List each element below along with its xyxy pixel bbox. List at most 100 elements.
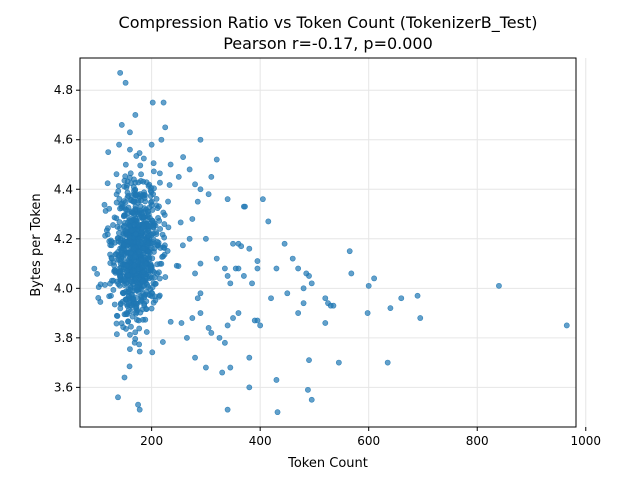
data-point	[124, 272, 131, 278]
data-point	[123, 262, 130, 269]
data-point	[113, 331, 120, 338]
data-point	[126, 234, 133, 241]
data-point	[127, 146, 133, 153]
data-point	[127, 218, 134, 225]
data-point	[157, 226, 164, 232]
data-point	[300, 300, 307, 307]
data-point	[242, 203, 248, 210]
data-point	[91, 265, 98, 272]
data-point	[246, 354, 253, 361]
data-point	[140, 269, 147, 276]
data-point	[136, 325, 143, 332]
data-point	[140, 245, 147, 252]
data-point	[138, 171, 144, 178]
data-point	[156, 203, 162, 210]
data-point	[131, 267, 138, 274]
data-point	[122, 206, 129, 213]
data-point	[177, 219, 184, 226]
data-point	[259, 196, 266, 203]
data-point	[257, 322, 264, 329]
data-point	[115, 183, 122, 189]
data-point	[128, 227, 135, 234]
plot-area	[79, 57, 577, 428]
data-point	[414, 292, 421, 299]
data-point	[306, 273, 312, 279]
data-point	[157, 179, 163, 186]
y-tick-label: 4.4	[54, 182, 73, 196]
data-point	[151, 185, 157, 192]
data-point	[133, 153, 140, 159]
data-point	[322, 320, 329, 326]
data-point	[364, 310, 371, 316]
data-point	[162, 274, 169, 280]
data-point	[141, 302, 148, 309]
data-point	[166, 182, 173, 188]
data-point	[161, 234, 168, 241]
data-point	[158, 136, 165, 143]
data-point	[141, 293, 147, 299]
data-point	[227, 280, 234, 287]
data-point	[227, 364, 234, 371]
data-point	[208, 173, 215, 180]
data-point	[108, 237, 114, 244]
data-point	[208, 329, 215, 336]
data-point	[95, 284, 102, 290]
data-point	[121, 177, 128, 184]
data-point	[148, 305, 155, 312]
data-point	[295, 310, 302, 316]
data-point	[137, 191, 144, 197]
data-point	[133, 284, 140, 290]
x-tick-label: 200	[140, 434, 163, 448]
data-point	[153, 195, 160, 202]
data-point	[149, 255, 156, 262]
data-point	[113, 171, 120, 178]
data-point	[149, 99, 156, 106]
data-point	[235, 310, 242, 316]
data-point	[134, 316, 140, 323]
data-point	[417, 315, 424, 321]
data-point	[224, 196, 231, 203]
data-point	[274, 409, 281, 416]
x-tick-label: 400	[249, 434, 272, 448]
data-point	[254, 265, 261, 272]
data-point	[238, 243, 245, 250]
y-tick-label: 4.6	[54, 133, 73, 147]
data-point	[117, 225, 123, 232]
data-point	[138, 228, 145, 235]
data-point	[154, 238, 161, 245]
data-point	[127, 346, 133, 352]
data-point	[116, 141, 122, 148]
data-point	[152, 281, 158, 287]
y-tick-label: 4.2	[54, 232, 73, 246]
data-point	[141, 205, 148, 212]
data-point	[284, 290, 291, 297]
data-point	[161, 212, 168, 218]
data-point	[205, 325, 212, 331]
data-point	[165, 224, 172, 231]
data-point	[563, 322, 570, 329]
data-point	[246, 384, 253, 391]
y-tick-label: 4.8	[54, 83, 73, 97]
data-point	[132, 329, 139, 336]
data-point	[273, 377, 280, 383]
data-point	[306, 357, 312, 364]
data-point	[156, 217, 163, 224]
data-point	[132, 305, 139, 311]
data-point	[175, 173, 182, 180]
data-point	[254, 317, 261, 324]
data-point	[161, 221, 168, 227]
data-point	[117, 268, 124, 275]
data-point	[496, 282, 502, 289]
data-point	[197, 186, 204, 193]
data-point	[118, 121, 125, 128]
data-point	[101, 201, 108, 208]
data-point	[140, 155, 147, 162]
data-point	[202, 364, 209, 371]
data-point	[192, 354, 198, 361]
data-point	[95, 295, 102, 301]
data-point	[308, 396, 315, 403]
data-point	[295, 265, 302, 272]
data-point	[387, 305, 394, 312]
data-point	[122, 161, 129, 168]
